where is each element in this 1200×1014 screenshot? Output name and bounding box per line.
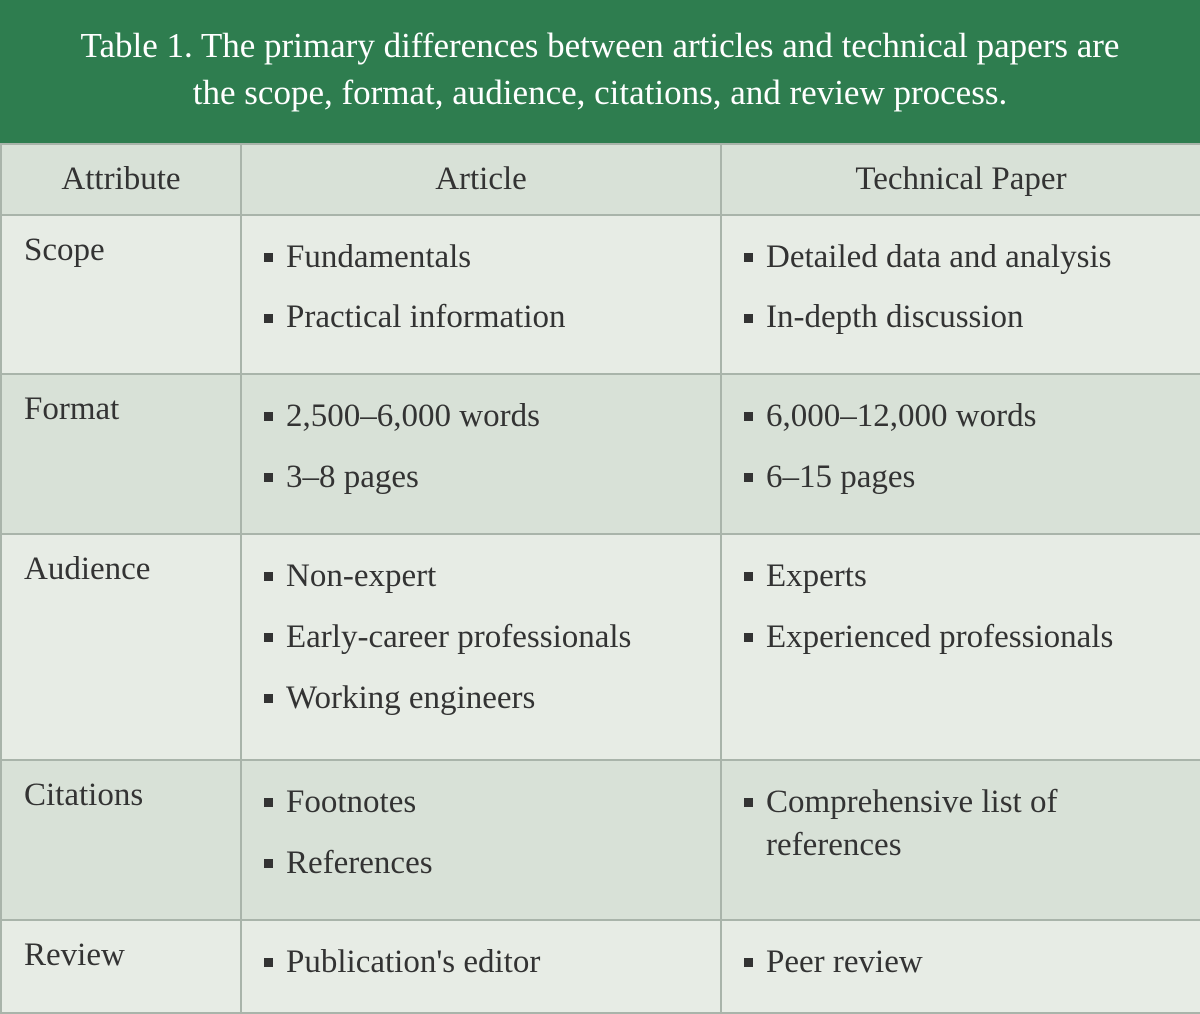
list-item: Experienced professionals	[744, 616, 1178, 659]
table-body: Attribute Article Technical Paper Scope …	[0, 143, 1200, 1014]
article-cell: Footnotes References	[241, 760, 721, 920]
table-header-row: Attribute Article Technical Paper	[1, 144, 1200, 215]
table-row: Review Publication's editor Peer review	[1, 920, 1200, 1013]
list-item: In-depth discussion	[744, 296, 1178, 339]
attr-cell: Audience	[1, 534, 241, 760]
list-item: Non-expert	[264, 555, 698, 598]
article-cell: Fundamentals Practical information	[241, 215, 721, 375]
list-item: References	[264, 842, 698, 885]
attr-cell: Scope	[1, 215, 241, 375]
article-cell: Publication's editor	[241, 920, 721, 1013]
attr-cell: Citations	[1, 760, 241, 920]
table-row: Citations Footnotes References Comprehen…	[1, 760, 1200, 920]
attr-cell: Format	[1, 374, 241, 534]
article-cell: Non-expert Early-career professionals Wo…	[241, 534, 721, 760]
col-header-technical-paper: Technical Paper	[721, 144, 1200, 215]
article-cell: 2,500–6,000 words 3–8 pages	[241, 374, 721, 534]
list-item: Fundamentals	[264, 236, 698, 279]
col-header-attribute: Attribute	[1, 144, 241, 215]
list-item: Experts	[744, 555, 1178, 598]
list-item: Working engineers	[264, 677, 698, 720]
list-item: 2,500–6,000 words	[264, 395, 698, 438]
list-item: Detailed data and analysis	[744, 236, 1178, 279]
list-item: Footnotes	[264, 781, 698, 824]
list-item: 6,000–12,000 words	[744, 395, 1178, 438]
table-row: Audience Non-expert Early-career profess…	[1, 534, 1200, 760]
table-row: Scope Fundamentals Practical information…	[1, 215, 1200, 375]
table-caption: Table 1. The primary differences between…	[0, 0, 1200, 143]
list-item: Practical information	[264, 296, 698, 339]
col-header-article: Article	[241, 144, 721, 215]
list-item: Comprehensive list of references	[744, 781, 1178, 867]
list-item: Peer review	[744, 941, 1178, 984]
technical-paper-cell: Peer review	[721, 920, 1200, 1013]
comparison-table: Table 1. The primary differences between…	[0, 0, 1200, 1014]
attr-cell: Review	[1, 920, 241, 1013]
technical-paper-cell: Detailed data and analysis In-depth disc…	[721, 215, 1200, 375]
list-item: 6–15 pages	[744, 456, 1178, 499]
list-item: 3–8 pages	[264, 456, 698, 499]
technical-paper-cell: Comprehensive list of references	[721, 760, 1200, 920]
technical-paper-cell: 6,000–12,000 words 6–15 pages	[721, 374, 1200, 534]
table-row: Format 2,500–6,000 words 3–8 pages 6,000…	[1, 374, 1200, 534]
list-item: Early-career professionals	[264, 616, 698, 659]
list-item: Publication's editor	[264, 941, 698, 984]
technical-paper-cell: Experts Experienced professionals	[721, 534, 1200, 760]
